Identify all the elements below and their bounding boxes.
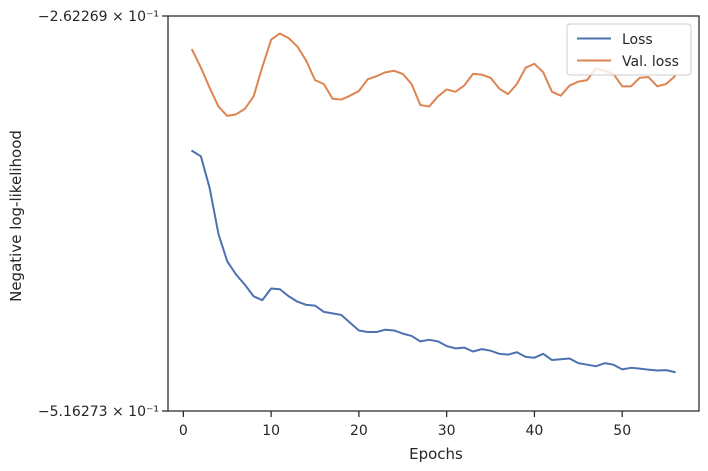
- y-tick-label: −2.62269 × 10⁻¹: [38, 9, 159, 25]
- x-tick-label: 30: [438, 423, 456, 439]
- plot-area: [168, 16, 699, 411]
- legend-label-loss: Loss: [622, 32, 653, 48]
- ticks-layer: 0 10 20 30 40 50 −2.62269 × 10⁻¹ −5.16273 × 10⁻…: [38, 9, 631, 439]
- plot-frame: [167, 15, 700, 412]
- legend: Loss Val. loss: [566, 23, 692, 76]
- series-line-loss: [191, 149, 676, 374]
- x-tick-label: 40: [526, 423, 544, 439]
- x-tick-label: 0: [179, 423, 188, 439]
- legend-frame: [566, 23, 692, 76]
- x-tick-label: 50: [613, 423, 631, 439]
- legend-label-val-loss: Val. loss: [622, 54, 679, 70]
- x-tick-label: 10: [262, 423, 280, 439]
- x-tick-label: 20: [350, 423, 368, 439]
- y-axis-label: Negative log-likelihood: [7, 130, 25, 302]
- y-tick-label: −5.16273 × 10⁻¹: [38, 404, 159, 420]
- x-axis-label: Epochs: [409, 445, 463, 463]
